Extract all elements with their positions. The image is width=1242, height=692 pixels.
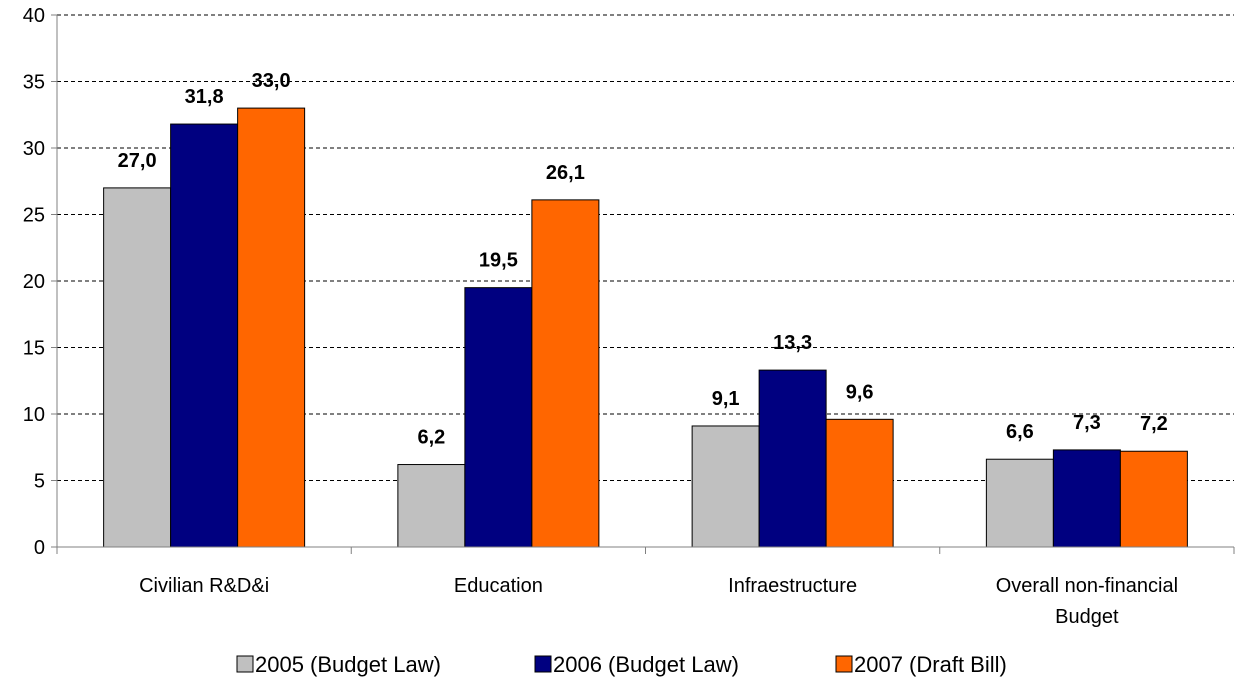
category-label: Civilian R&D&i <box>139 575 269 597</box>
bar <box>531 199 600 548</box>
data-label: 6,6 <box>1006 421 1034 443</box>
legend-label: 2006 (Budget Law) <box>553 652 739 677</box>
legend-label: 2007 (Draft Bill) <box>854 652 1007 677</box>
y-tick-label: 40 <box>23 5 45 27</box>
bar <box>170 123 239 548</box>
bar <box>825 418 894 548</box>
data-label: 33,0 <box>252 70 291 92</box>
category-label: Infraestructure <box>728 575 857 597</box>
legend-swatch <box>835 655 853 673</box>
y-tick-label: 30 <box>23 138 45 160</box>
category-label: Overall non-financial <box>996 575 1178 597</box>
legend-swatch <box>236 655 254 673</box>
y-tick-labels: 0 5 10 15 20 25 30 35 40 <box>23 5 45 559</box>
y-tick-label: 10 <box>23 404 45 426</box>
data-label: 26,1 <box>546 162 585 184</box>
category-labels: Civilian R&D&i Education Infraestructure Ov… <box>139 575 1178 628</box>
y-tick-label: 25 <box>23 205 45 227</box>
data-label: 7,2 <box>1140 413 1168 435</box>
data-label: 9,6 <box>846 381 874 403</box>
bar <box>237 107 306 548</box>
legend-label: 2005 (Budget Law) <box>255 652 441 677</box>
bar <box>464 287 533 548</box>
data-label: 7,3 <box>1073 412 1101 434</box>
category-label: Budget <box>1055 606 1119 628</box>
data-labels: 27,0 31,8 33,0 6,2 19,5 26,1 9,1 13,3 9,6 6,6 7,3 7… <box>118 70 1168 448</box>
bar <box>691 425 760 548</box>
category-label: Education <box>454 575 543 597</box>
bar <box>1119 450 1188 548</box>
axes <box>51 14 1235 554</box>
data-label: 19,5 <box>479 250 518 272</box>
y-tick-label: 15 <box>23 338 45 360</box>
data-label: 13,3 <box>773 332 812 354</box>
legend-swatch <box>534 655 552 673</box>
data-label: 27,0 <box>118 150 157 172</box>
bar <box>103 187 172 548</box>
y-tick-label: 0 <box>34 537 45 559</box>
bars <box>103 107 1188 548</box>
legend: 2005 (Budget Law) 2006 (Budget Law) 2007 (… <box>236 652 1007 677</box>
y-tick-label: 35 <box>23 72 45 94</box>
data-label: 31,8 <box>185 86 224 108</box>
y-tick-label: 20 <box>23 271 45 293</box>
y-tick-label: 5 <box>34 471 45 493</box>
data-label: 9,1 <box>712 388 740 410</box>
bar <box>985 458 1054 548</box>
bar <box>1052 449 1121 548</box>
data-label: 6,2 <box>417 427 445 449</box>
bar <box>397 464 466 548</box>
bar <box>758 369 827 548</box>
